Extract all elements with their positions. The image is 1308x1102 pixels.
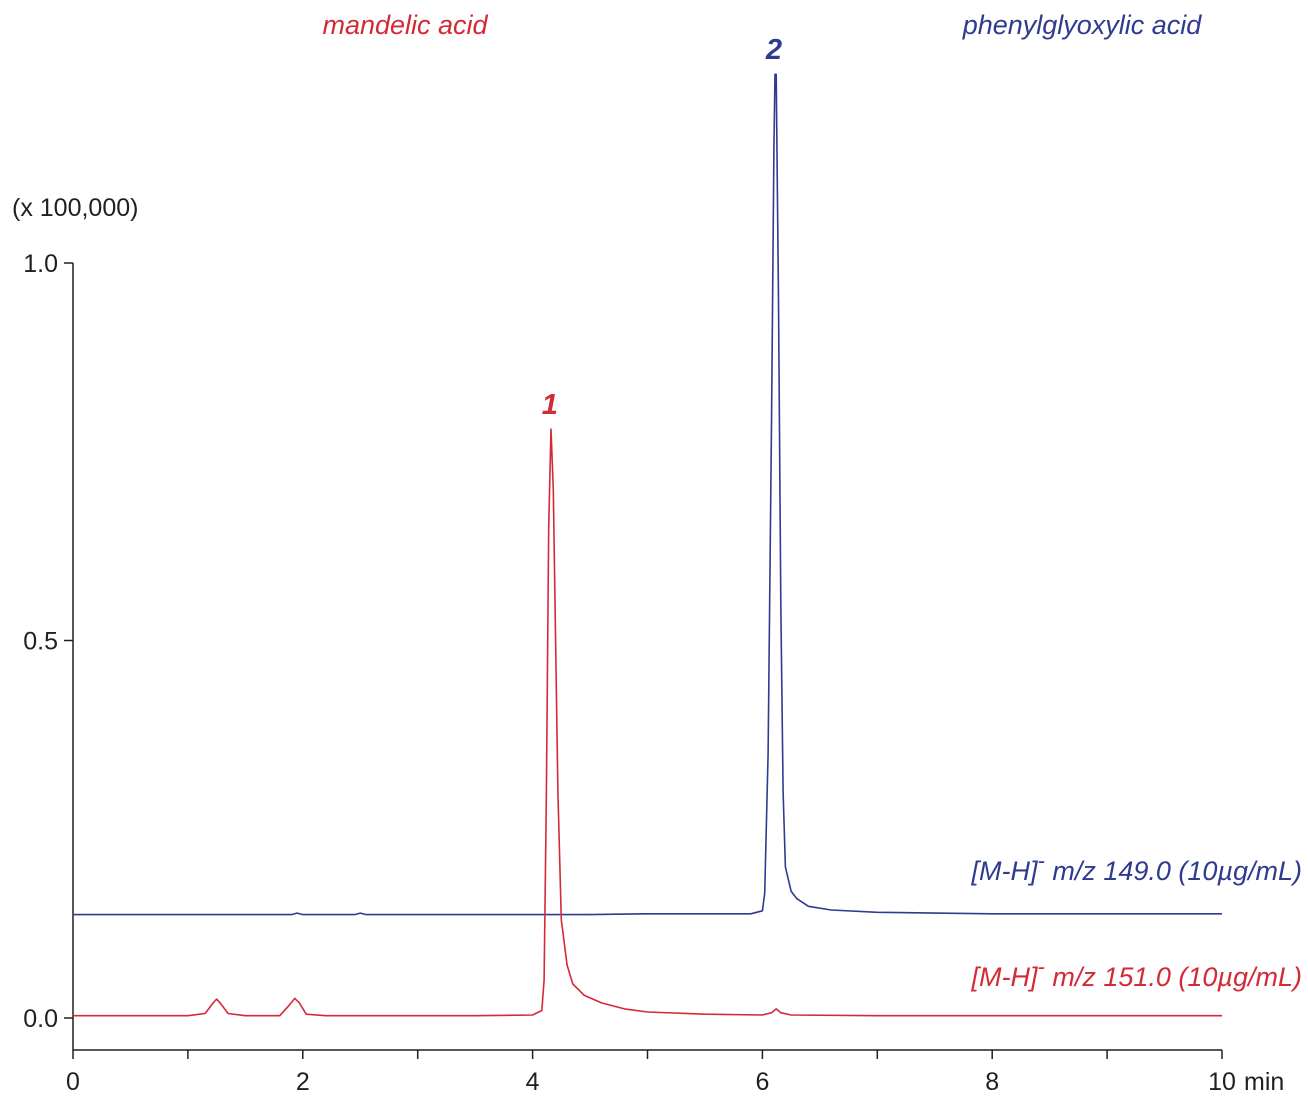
x-axis-ticks: 0 2 4 6 8 10 — [66, 1050, 1236, 1096]
y-axis-ticks: 0.0 0.5 1.0 — [23, 250, 73, 1033]
compound-label-phenylglyoxylic-acid: phenylglyoxylic acid — [962, 10, 1203, 40]
trace-mz149 — [73, 73, 1222, 916]
y-tick-label: 1.0 — [23, 250, 58, 278]
x-tick-label: 2 — [296, 1068, 310, 1096]
trace-label-mz151-charge: - — [1038, 954, 1045, 979]
trace-mz151 — [73, 428, 1222, 1017]
x-unit-label: min — [1244, 1068, 1284, 1096]
trace-label-mz151-ion: [M-H] — [971, 962, 1039, 992]
peak-label: 1 — [542, 389, 558, 421]
compound-label-mandelic-acid: mandelic acid — [322, 10, 488, 40]
trace-label-mz151: [M-H]- m/z 151.0 (10µg/mL) — [971, 954, 1302, 992]
x-tick-label: 4 — [526, 1068, 540, 1096]
trace-label-mz149-charge: - — [1038, 848, 1045, 873]
chromatogram-traces — [73, 73, 1222, 1017]
y-tick-label: 0.5 — [23, 628, 58, 656]
trace-label-mz151-mass: m/z 151.0 (10µg/mL) — [1045, 962, 1302, 992]
peak-labels: 12 — [542, 34, 782, 421]
x-tick-label: 8 — [985, 1068, 999, 1096]
y-tick-label: 0.0 — [23, 1005, 58, 1033]
y-unit-label: (x 100,000) — [12, 194, 138, 222]
x-tick-label: 6 — [755, 1068, 769, 1096]
x-tick-label: 10 — [1208, 1068, 1236, 1096]
trace-label-mz149-ion: [M-H] — [971, 856, 1039, 886]
trace-label-mz149-mass: m/z 149.0 (10µg/mL) — [1045, 856, 1302, 886]
trace-label-mz149: [M-H]- m/z 149.0 (10µg/mL) — [971, 848, 1302, 886]
peak-label: 2 — [765, 34, 782, 66]
x-tick-label: 0 — [66, 1068, 80, 1096]
